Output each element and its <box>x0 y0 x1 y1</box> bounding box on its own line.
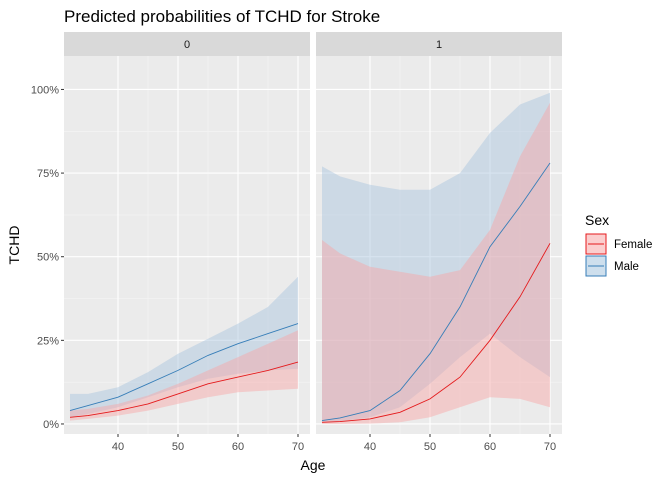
series-line-male <box>321 162 551 422</box>
legend-title: Sex <box>585 212 609 228</box>
legend-label-male: Male <box>614 261 639 273</box>
x-tick-label: 70 <box>292 441 304 453</box>
x-tick-label: 40 <box>112 441 124 453</box>
legend-label-female: Female <box>614 239 652 251</box>
series-line-female <box>321 243 551 423</box>
y-axis-title: TCHD <box>6 226 22 265</box>
panel-1 <box>316 56 562 434</box>
strip-label-1: 1 <box>436 39 442 51</box>
ribbon-female <box>70 330 298 421</box>
y-tick-label: 0% <box>43 419 59 431</box>
ribbon-female <box>322 102 550 425</box>
strip-label-0: 0 <box>184 39 190 51</box>
x-tick-label: 60 <box>232 441 244 453</box>
y-tick-label: 25% <box>37 335 59 347</box>
y-axis: 0% 25% 50% 75% 100% <box>31 84 64 431</box>
x-tick-label: 70 <box>544 441 556 453</box>
panel-background-0 <box>64 56 310 434</box>
panel-0 <box>64 56 310 434</box>
x-axis: 40 50 60 70 40 50 60 70 <box>112 434 556 453</box>
y-tick-label: 75% <box>37 168 59 180</box>
series-line-male <box>69 323 299 412</box>
chart-title: Predicted probabilities of TCHD for Stro… <box>64 7 380 26</box>
x-tick-label: 40 <box>364 441 376 453</box>
legend: Sex Female Male <box>585 212 652 277</box>
strip-background-0 <box>64 32 310 56</box>
x-tick-label: 50 <box>172 441 184 453</box>
x-tick-label: 50 <box>424 441 436 453</box>
x-tick-label: 60 <box>484 441 496 453</box>
ribbon-male <box>322 92 550 423</box>
series-line-female <box>69 361 299 418</box>
y-tick-label: 100% <box>31 84 59 96</box>
y-tick-label: 50% <box>37 252 59 264</box>
x-axis-title: Age <box>301 457 326 473</box>
ribbon-male <box>70 276 298 418</box>
panel-background-1 <box>316 56 562 434</box>
strip-background-1 <box>316 32 562 56</box>
